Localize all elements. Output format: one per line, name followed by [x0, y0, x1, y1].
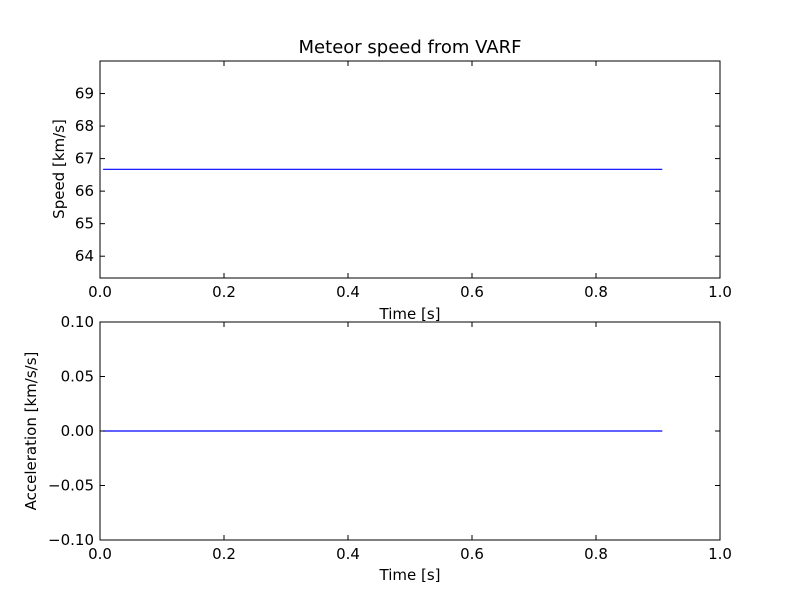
acceleration-y-tick-label: 0.00	[61, 422, 94, 440]
speed-x-tick-label: 0.0	[88, 283, 112, 301]
speed-x-tick-label: 0.2	[212, 283, 236, 301]
acceleration-x-tick-label: 0.0	[88, 545, 112, 563]
acceleration-plot-area: 0.0 0.2 0.4 0.6 0.8 1.0 −0.10 −0.05 0.00 0.05 0.10	[48, 313, 732, 563]
acceleration-x-tick-label: 0.4	[336, 545, 360, 563]
acceleration-panel: 0.0 0.2 0.4 0.6 0.8 1.0 −0.10 −0.05 0.00 0.05 0.10…	[22, 313, 732, 584]
speed-x-tick-label: 1.0	[708, 283, 732, 301]
speed-y-tick-label: 65	[75, 215, 94, 233]
speed-x-tick-label: 0.8	[584, 283, 608, 301]
acceleration-y-axis-label: Acceleration [km/s/s]	[22, 352, 40, 511]
speed-y-tick-label: 68	[75, 117, 94, 135]
speed-plot-area: 0.0 0.2 0.4 0.6 0.8 1.0 64 65 66 67 68 69	[75, 60, 732, 301]
acceleration-x-tick-label: 0.6	[460, 545, 484, 563]
acceleration-y-tick-label: 0.10	[61, 313, 94, 331]
acceleration-x-tick-label: 0.8	[584, 545, 608, 563]
speed-panel: Meteor speed from VARF 0.0 0.2 0.4 0.6 0.8 1.…	[50, 37, 732, 323]
speed-y-tick-label: 67	[75, 150, 94, 168]
speed-x-axis-label: Time [s]	[379, 305, 441, 323]
speed-y-axis-label: Speed [km/s]	[50, 119, 68, 219]
acceleration-y-tick-label: −0.05	[48, 477, 94, 495]
speed-y-tick-label: 64	[75, 247, 94, 265]
speed-y-tick-label: 66	[75, 182, 94, 200]
speed-x-tick-label: 0.4	[336, 283, 360, 301]
acceleration-x-axis-label: Time [s]	[379, 566, 441, 584]
acceleration-y-tick-label: 0.05	[61, 368, 94, 386]
speed-axes-frame	[99, 60, 721, 279]
speed-x-tick-label: 0.6	[460, 283, 484, 301]
chart-title: Meteor speed from VARF	[299, 37, 522, 58]
acceleration-x-tick-label: 0.2	[212, 545, 236, 563]
acceleration-x-tick-label: 1.0	[708, 545, 732, 563]
acceleration-y-tick-label: −0.10	[48, 531, 94, 549]
speed-y-tick-label: 69	[75, 85, 94, 103]
